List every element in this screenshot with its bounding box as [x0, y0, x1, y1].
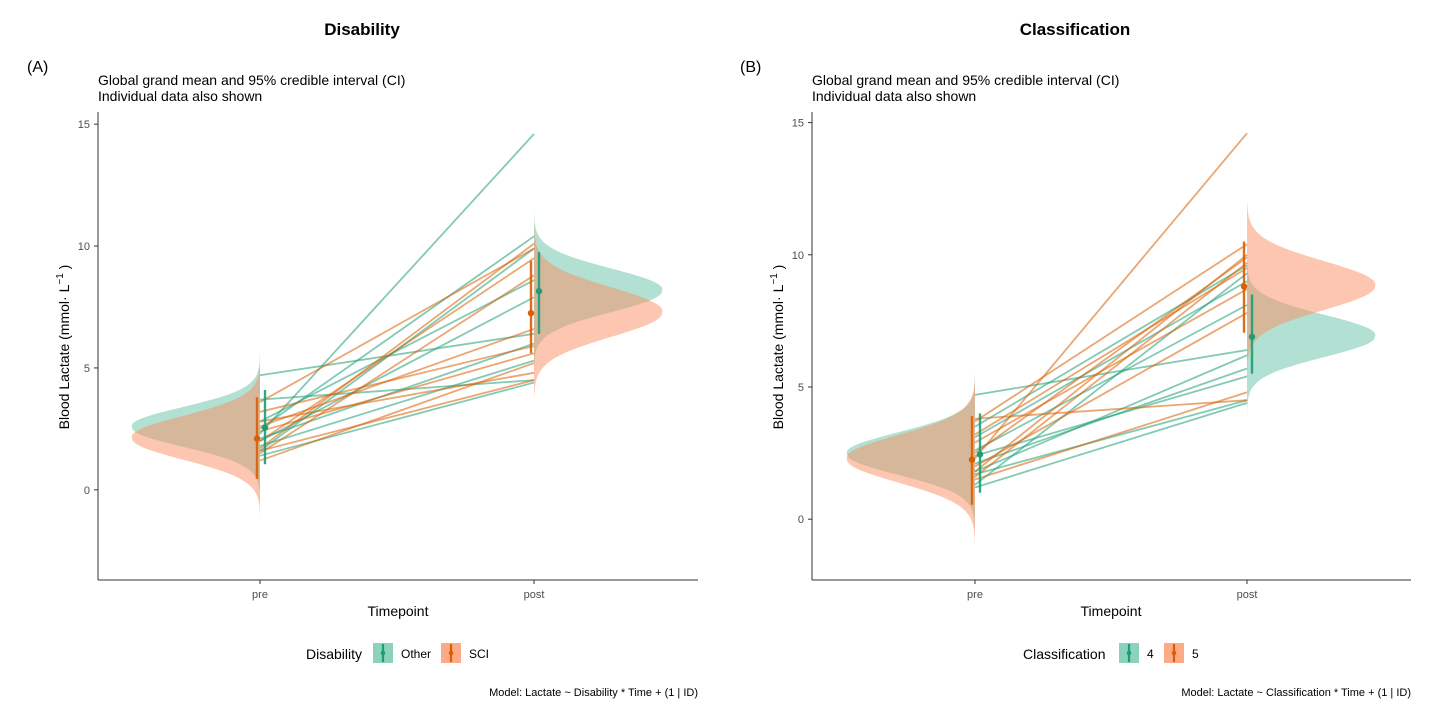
grand-mean-point — [968, 456, 976, 463]
panel-subtitle-line1: Global grand mean and 95% credible inter… — [98, 72, 405, 88]
panel-disability: Disability (A) Global grand mean and 95%… — [27, 20, 698, 699]
y-axis-title: Blood Lactate (mmol· L−1 ) — [769, 265, 786, 430]
model-caption: Model: Lactate ~ Disability * Time + (1 … — [489, 687, 698, 699]
individual-line — [974, 367, 1248, 465]
panel-subtitle-line2: Individual data also shown — [98, 88, 262, 104]
density-pre-SCI — [131, 354, 260, 523]
individual-line — [974, 349, 1248, 396]
y-tick-label: 0 — [798, 514, 804, 526]
density-post-SCI — [534, 228, 663, 398]
legend-label-other: Other — [401, 647, 431, 661]
panel-title: Disability — [324, 20, 400, 39]
individual-line — [259, 274, 535, 455]
legend-key-point — [1171, 650, 1177, 656]
x-axis-title: Timepoint — [368, 603, 429, 619]
grand-mean-point — [1240, 283, 1248, 290]
individual-line — [259, 379, 535, 401]
individual-line — [974, 401, 1248, 489]
individual-line — [259, 279, 535, 423]
y-tick-label: 15 — [792, 118, 804, 130]
legend-key-4 — [1119, 643, 1139, 663]
grand-mean-point — [253, 435, 261, 442]
y-tick-label: 10 — [78, 241, 90, 253]
legend-key-other — [373, 643, 393, 663]
grand-mean-point — [261, 424, 269, 431]
legend-title: Classification — [1023, 646, 1105, 662]
x-tick-label: pre — [252, 589, 268, 601]
panel-tag: (B) — [740, 59, 761, 76]
individual-line — [259, 379, 535, 452]
individual-line — [259, 352, 535, 433]
y-axis-title: Blood Lactate (mmol· L−1 ) — [55, 265, 72, 430]
density-post-5 — [1247, 202, 1376, 371]
individual-line — [259, 133, 535, 435]
individual-line — [974, 399, 1248, 476]
individual-line — [974, 280, 1248, 439]
density-pre-5 — [846, 375, 975, 544]
individual-line — [974, 254, 1248, 473]
x-tick-label: post — [1237, 589, 1258, 601]
panel-subtitle-line1: Global grand mean and 95% credible inter… — [812, 72, 1119, 88]
legend: Disability Other SCI — [306, 643, 489, 663]
individual-line — [259, 247, 535, 403]
x-tick-label: pre — [967, 589, 983, 601]
y-tick-label: 5 — [798, 382, 804, 394]
y-tick-label: 10 — [792, 250, 804, 262]
individual-line — [974, 264, 1248, 428]
individual-line — [259, 359, 535, 447]
legend-label-sci: SCI — [469, 647, 489, 661]
grand-mean-point — [535, 287, 543, 295]
model-caption: Model: Lactate ~ Classification * Time +… — [1181, 687, 1411, 699]
individual-line — [974, 399, 1248, 420]
y-tick-label: 5 — [84, 363, 90, 375]
x-tick-label: post — [524, 589, 545, 601]
grand-mean-point — [1248, 333, 1256, 340]
grand-mean-point — [976, 451, 984, 458]
legend-key-point — [380, 650, 386, 656]
individual-line — [259, 362, 535, 462]
density-post-4 — [1247, 252, 1376, 421]
legend: Classification 4 5 — [1023, 643, 1199, 663]
individual-line — [259, 242, 535, 450]
legend-key-point — [1126, 650, 1132, 656]
plot-area: 0 5 10 15 pre post — [78, 112, 698, 601]
individual-line — [974, 304, 1248, 452]
individual-line — [259, 345, 535, 413]
panel-classification: Classification (B) Global grand mean and… — [740, 20, 1411, 699]
panel-subtitle-line2: Individual data also shown — [812, 88, 976, 104]
individual-line — [974, 267, 1248, 436]
individual-line — [974, 272, 1248, 486]
panel-title: Classification — [1020, 20, 1131, 39]
legend-key-sci — [441, 643, 461, 663]
individual-line — [974, 132, 1248, 459]
panel-tag: (A) — [27, 59, 48, 76]
legend-label-5: 5 — [1192, 647, 1199, 661]
individual-line — [974, 354, 1248, 473]
plot-area: 0 5 10 15 pre post — [792, 112, 1411, 601]
y-tick-label: 0 — [84, 485, 90, 497]
individual-line — [259, 296, 535, 442]
individual-line — [974, 243, 1248, 423]
legend-key-point — [448, 650, 454, 656]
grand-mean-point — [527, 309, 535, 317]
individual-line — [259, 371, 535, 423]
individual-line — [259, 257, 535, 442]
y-tick-label: 15 — [78, 119, 90, 131]
individual-line — [259, 332, 535, 377]
legend-key-5 — [1164, 643, 1184, 663]
x-axis-title: Timepoint — [1081, 603, 1142, 619]
legend-title: Disability — [306, 646, 362, 662]
individual-line — [974, 312, 1248, 468]
individual-line — [974, 391, 1248, 481]
legend-label-4: 4 — [1147, 647, 1154, 661]
individual-line — [974, 288, 1248, 444]
